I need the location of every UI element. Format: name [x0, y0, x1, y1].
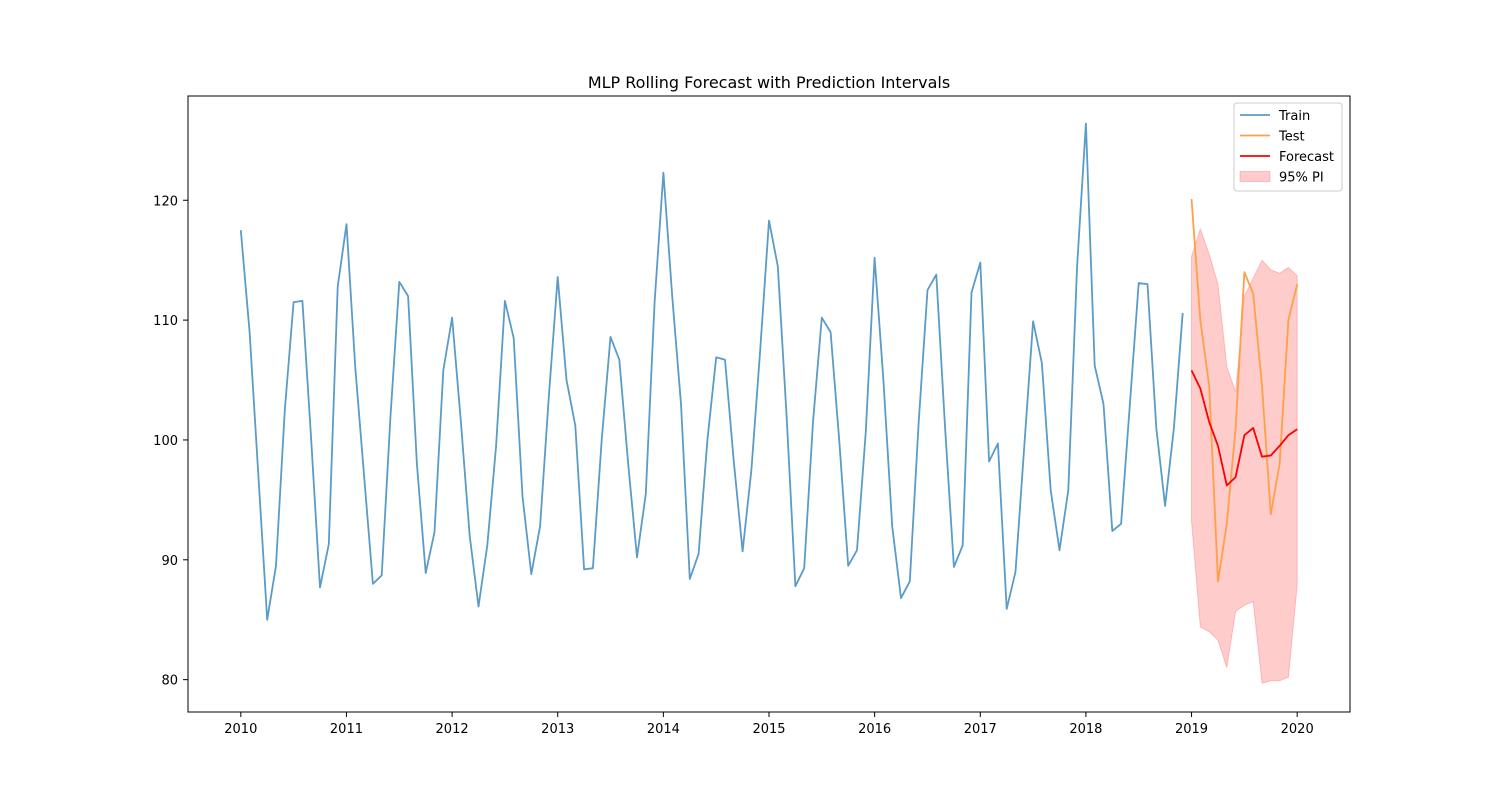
axes: 2010 2011 2012 2013 2014 2015 2016 2017 2018 2019… [153, 95, 1351, 737]
legend-label-test: Test [1278, 130, 1305, 145]
x-tick-label: 2018 [1069, 722, 1102, 737]
y-tick-label: 100 [153, 434, 178, 449]
x-tick-label: 2017 [964, 722, 997, 737]
legend-swatch-95-pi [1239, 171, 1271, 182]
x-tick-label: 2014 [647, 722, 680, 737]
series-line-test [1190, 199, 1299, 583]
x-tick-label: 2010 [224, 722, 257, 737]
x-tick-label: 2015 [752, 722, 785, 737]
y-tick-label: 90 [161, 554, 178, 569]
y-tick-label: 110 [153, 314, 178, 329]
x-tick-label: 2011 [330, 722, 363, 737]
x-tick-label: 2019 [1175, 722, 1208, 737]
series-line-train [239, 122, 1184, 621]
chart-title: MLP Rolling Forecast with Prediction Int… [588, 73, 950, 92]
plot-area [239, 122, 1299, 684]
prediction-interval-band [1191, 227, 1298, 684]
legend: Train Test Forecast 95% PI [1233, 102, 1343, 192]
x-tick-label: 2016 [858, 722, 891, 737]
y-tick-label: 80 [161, 674, 178, 689]
series-line-forecast [1190, 370, 1298, 487]
legend-label-95-pi: 95% PI [1279, 171, 1324, 186]
x-tick-label: 2013 [541, 722, 574, 737]
legend-label-train: Train [1278, 109, 1310, 124]
legend-label-forecast: Forecast [1279, 150, 1334, 165]
legend-box [1233, 102, 1343, 192]
x-tick-label: 2020 [1281, 722, 1314, 737]
x-tick-label: 2012 [436, 722, 469, 737]
y-tick-label: 120 [153, 194, 178, 209]
